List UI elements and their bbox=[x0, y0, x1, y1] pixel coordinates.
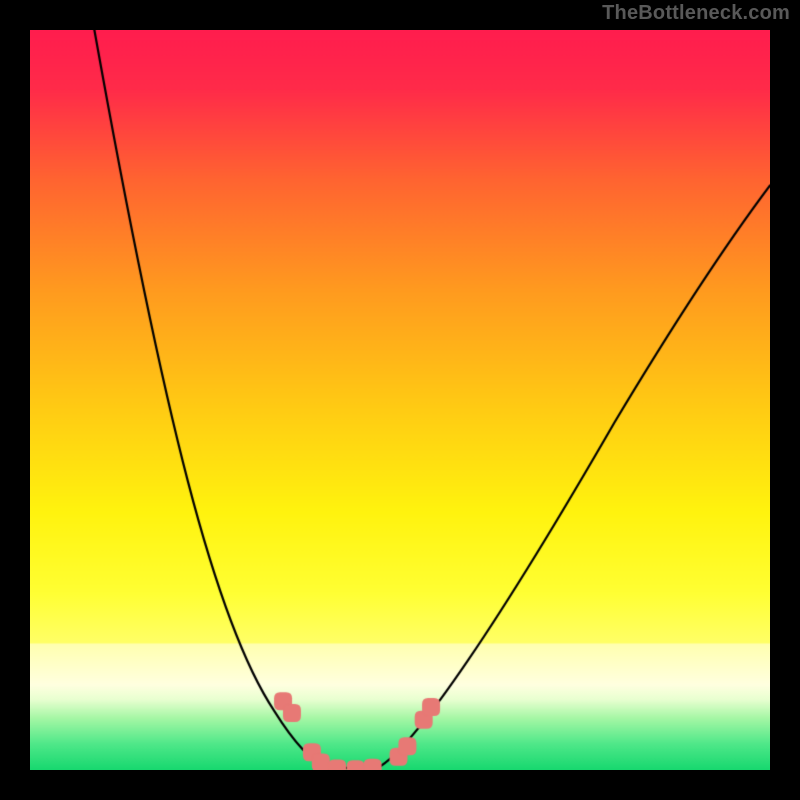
chart-frame: TheBottleneck.com bbox=[0, 0, 800, 800]
plot-area bbox=[30, 30, 770, 770]
watermark-text: TheBottleneck.com bbox=[602, 2, 790, 25]
chart-canvas bbox=[30, 30, 770, 770]
